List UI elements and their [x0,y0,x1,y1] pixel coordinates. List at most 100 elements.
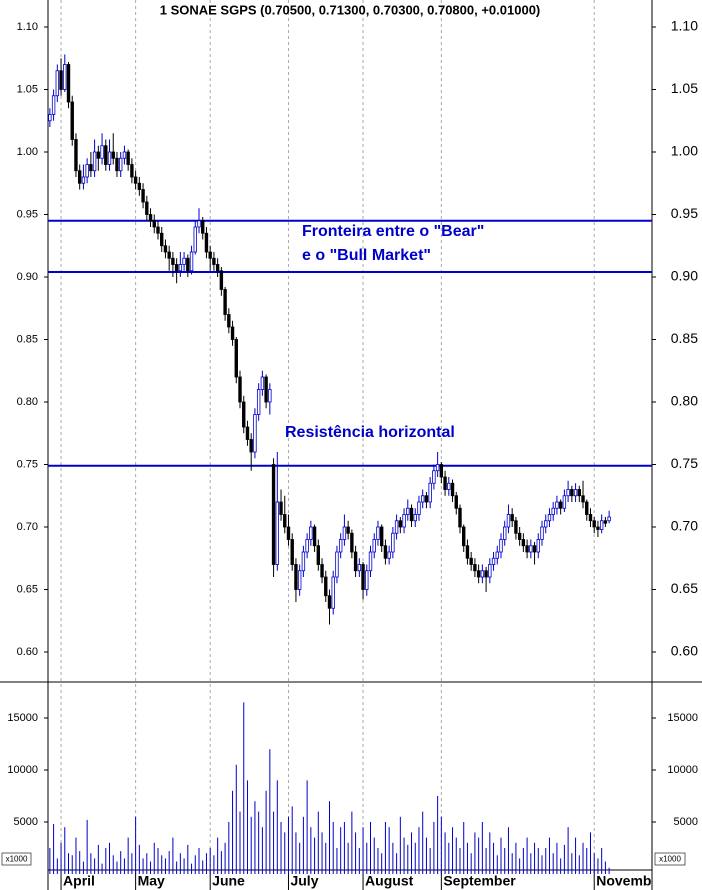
candle-body [517,532,522,540]
y-tick-label: 15000 [667,712,698,724]
candle-body [551,507,555,515]
x-tick-label: April [63,873,95,889]
candle-body [462,526,466,547]
candle-body [268,389,272,403]
unit-box [1,852,32,866]
candle-body [286,526,291,540]
candle-body [238,376,242,403]
y-tick-label: 1.00 [17,146,38,158]
candle-body [331,576,335,609]
candle-body [402,514,406,528]
candle-body [585,501,589,515]
candle-body [96,151,101,159]
candle-body [398,520,403,528]
candle-body [592,520,596,528]
candle-body [488,564,492,578]
y-tick-label: 0.85 [17,333,38,345]
candle-body [510,514,514,522]
candle-body [409,507,414,522]
y-tick-label: 1.05 [671,80,698,96]
candle-body [428,482,432,503]
candle-body [253,414,257,453]
annotation: Resistência horizontal [285,424,455,441]
candle-body [495,551,499,559]
candle-body [469,557,473,565]
candle-body [275,501,279,565]
candle-body [55,70,60,97]
candle-body [432,470,436,484]
candle-body [178,264,183,272]
y-tick-label: 0.95 [17,208,38,220]
candle-body [193,226,197,253]
candle-body [223,289,227,315]
candle-body [279,501,283,515]
unit-label: x1000 [659,855,681,864]
candle-body [312,526,317,547]
y-tick-label: 0.95 [671,205,698,221]
candle-body [249,439,253,453]
candle-body [394,520,399,534]
candle-body [227,314,231,328]
candle-body [562,495,567,509]
candle-body [85,164,89,178]
y-tick-label: 0.70 [17,521,38,533]
candle-body [309,526,313,540]
candle-body [447,482,451,490]
candle-body [305,539,309,553]
candle-body [130,164,134,178]
candle-body [424,495,429,503]
y-tick-label: 0.75 [17,458,38,470]
candle-body [174,264,179,272]
candle-body [491,557,496,565]
y-tick-label: 10000 [7,764,38,776]
candle-body [525,545,529,553]
candle-body [473,564,477,572]
candle-body [77,170,82,184]
candle-body [406,507,410,515]
candle-body [111,151,115,159]
candle-body [417,501,421,515]
y-tick-label: 15000 [7,712,38,724]
unit-box [654,852,686,866]
candle-body [342,526,347,540]
candle-body [152,220,156,228]
y-tick-label: 1.10 [671,18,698,34]
candle-body [126,151,130,165]
candle-body [320,564,324,578]
candle-body [544,520,548,528]
candle-body [59,70,63,90]
candle-body [577,489,581,497]
candle-body [361,564,365,590]
candle-body [66,64,71,103]
candle-body [532,545,537,553]
candle-body [376,526,380,540]
x-tick-label: May [138,873,165,889]
y-tick-label: 1.10 [17,21,38,33]
x-tick-label: June [212,873,245,889]
unit-label: x1000 [6,855,28,864]
y-tick-label: 10000 [667,764,698,776]
y-tick-label: 5000 [674,816,698,828]
y-tick-label: 1.05 [17,83,38,95]
candle-body [201,220,205,234]
candle-body [458,507,462,528]
candle-body [271,464,276,565]
candle-body [413,514,417,522]
candle-body [566,489,570,497]
candle-body [573,489,578,497]
x-tick-label: July [290,873,318,889]
candle-body [133,176,138,184]
candle-body [234,339,238,378]
candle-body [260,376,265,390]
candle-body [70,101,74,140]
candle-body [499,539,503,553]
candle-body [581,495,585,503]
candle-body [555,501,559,509]
candle-body [521,539,526,547]
candle-body [74,139,78,172]
candle-body [212,257,216,265]
candle-body [335,551,339,578]
candle-body [346,526,350,534]
y-tick-label: 5000 [14,816,38,828]
